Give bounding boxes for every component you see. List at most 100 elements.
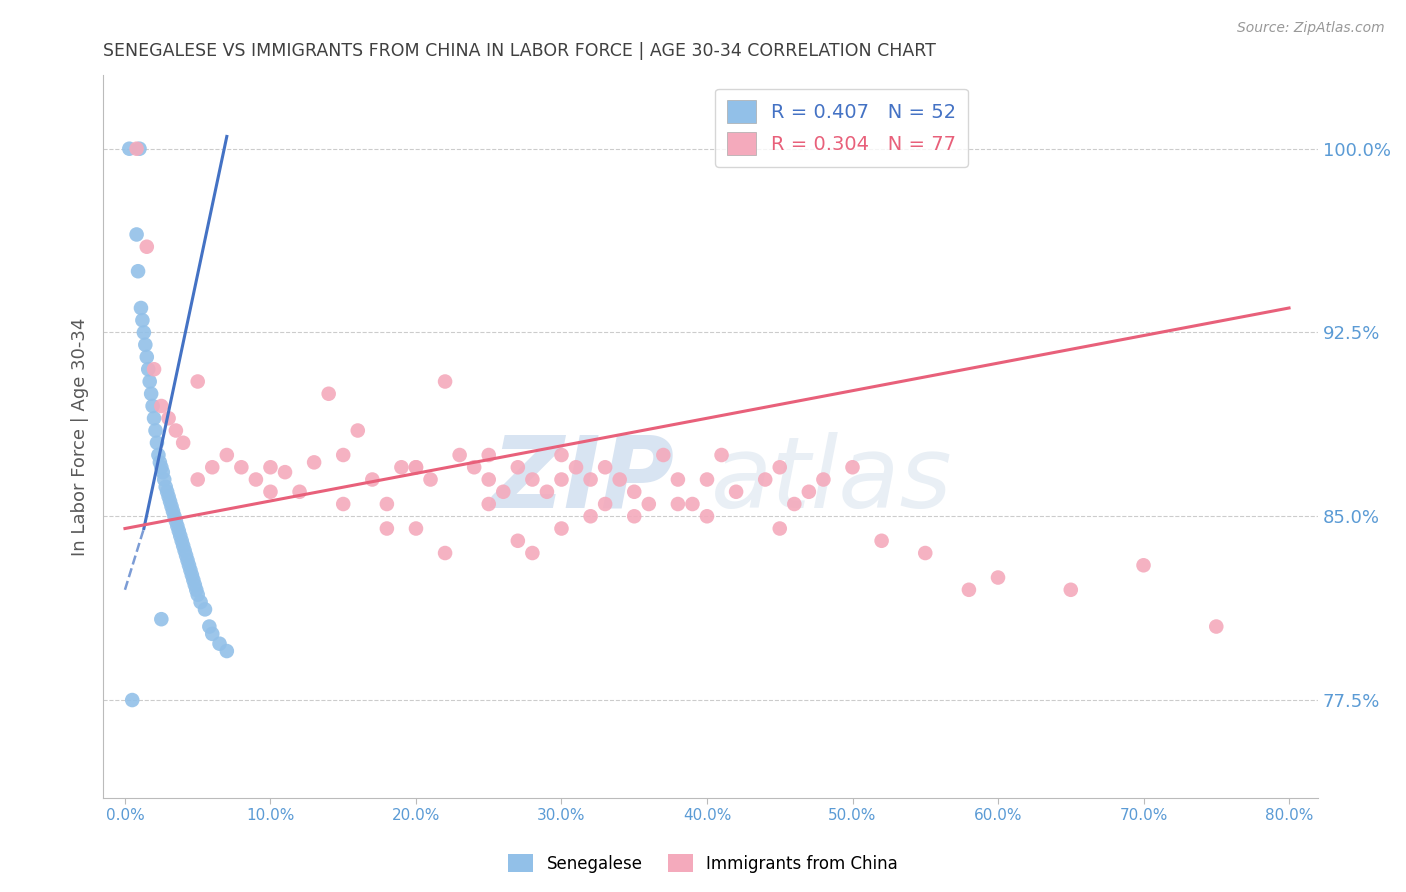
Point (169, 529, 191, 543)
Point (152, 465, 174, 479)
Point (125, 142, 148, 156)
Point (318, 386, 340, 401)
Point (245, 473, 267, 487)
Point (579, 509, 602, 524)
Point (179, 563, 201, 577)
Point (841, 460, 863, 475)
Point (186, 582, 208, 597)
Point (797, 484, 820, 499)
Point (914, 546, 936, 560)
Point (177, 558, 200, 573)
Point (184, 578, 207, 592)
Point (167, 524, 190, 538)
Point (134, 337, 156, 351)
Point (142, 399, 165, 413)
Point (172, 435, 194, 450)
Point (165, 424, 187, 438)
Point (332, 497, 354, 511)
Point (259, 484, 281, 499)
Point (478, 497, 501, 511)
Point (681, 497, 703, 511)
Point (155, 480, 177, 494)
Point (143, 411, 166, 425)
Point (127, 264, 149, 278)
Point (157, 490, 180, 504)
Point (162, 504, 184, 518)
Point (405, 522, 427, 536)
Point (176, 553, 198, 567)
Point (478, 473, 501, 487)
Point (522, 546, 544, 560)
Point (187, 588, 209, 602)
Point (522, 473, 544, 487)
Point (231, 460, 253, 475)
Point (1132, 558, 1154, 573)
Point (375, 522, 398, 536)
Point (506, 533, 529, 548)
Point (156, 484, 179, 499)
Legend: R = 0.407   N = 52, R = 0.304   N = 77: R = 0.407 N = 52, R = 0.304 N = 77 (716, 88, 969, 167)
Y-axis label: In Labor Force | Age 30-34: In Labor Force | Age 30-34 (72, 318, 89, 556)
Point (550, 522, 572, 536)
Point (609, 473, 631, 487)
Point (652, 448, 675, 462)
Point (146, 435, 169, 450)
Point (180, 568, 202, 582)
Point (623, 484, 645, 499)
Point (201, 460, 224, 475)
Point (153, 473, 176, 487)
Point (173, 543, 195, 558)
Point (710, 448, 733, 462)
Point (135, 240, 157, 254)
Point (170, 533, 193, 548)
Point (131, 313, 153, 327)
Point (725, 484, 748, 499)
Point (125, 227, 148, 242)
Point (302, 455, 325, 469)
Point (136, 362, 159, 376)
Point (346, 424, 368, 438)
Point (391, 460, 413, 475)
Point (957, 582, 980, 597)
Point (332, 448, 354, 462)
Point (135, 350, 157, 364)
Point (198, 619, 221, 633)
Point (478, 448, 501, 462)
Point (593, 497, 616, 511)
Point (666, 497, 689, 511)
Text: Source: ZipAtlas.com: Source: ZipAtlas.com (1237, 21, 1385, 35)
Point (149, 455, 172, 469)
Point (190, 595, 212, 609)
Point (492, 484, 515, 499)
Point (288, 484, 311, 499)
Point (215, 448, 238, 462)
Point (157, 411, 180, 425)
Point (187, 473, 209, 487)
Point (405, 460, 427, 475)
Point (666, 473, 689, 487)
Point (449, 448, 471, 462)
Point (259, 460, 281, 475)
Point (145, 424, 167, 438)
Point (550, 448, 572, 462)
Point (194, 602, 217, 616)
Point (160, 500, 183, 514)
Point (405, 460, 427, 475)
Point (637, 497, 659, 511)
Point (129, 301, 152, 315)
Point (183, 573, 205, 587)
Point (159, 494, 181, 508)
Point (579, 473, 602, 487)
Point (361, 473, 384, 487)
Point (696, 509, 718, 524)
Point (165, 514, 187, 528)
Point (132, 326, 155, 340)
Point (870, 533, 893, 548)
Point (138, 375, 160, 389)
Point (141, 386, 163, 401)
Point (593, 460, 616, 475)
Point (419, 473, 441, 487)
Point (987, 570, 1010, 584)
Point (163, 509, 186, 524)
Point (463, 460, 485, 475)
